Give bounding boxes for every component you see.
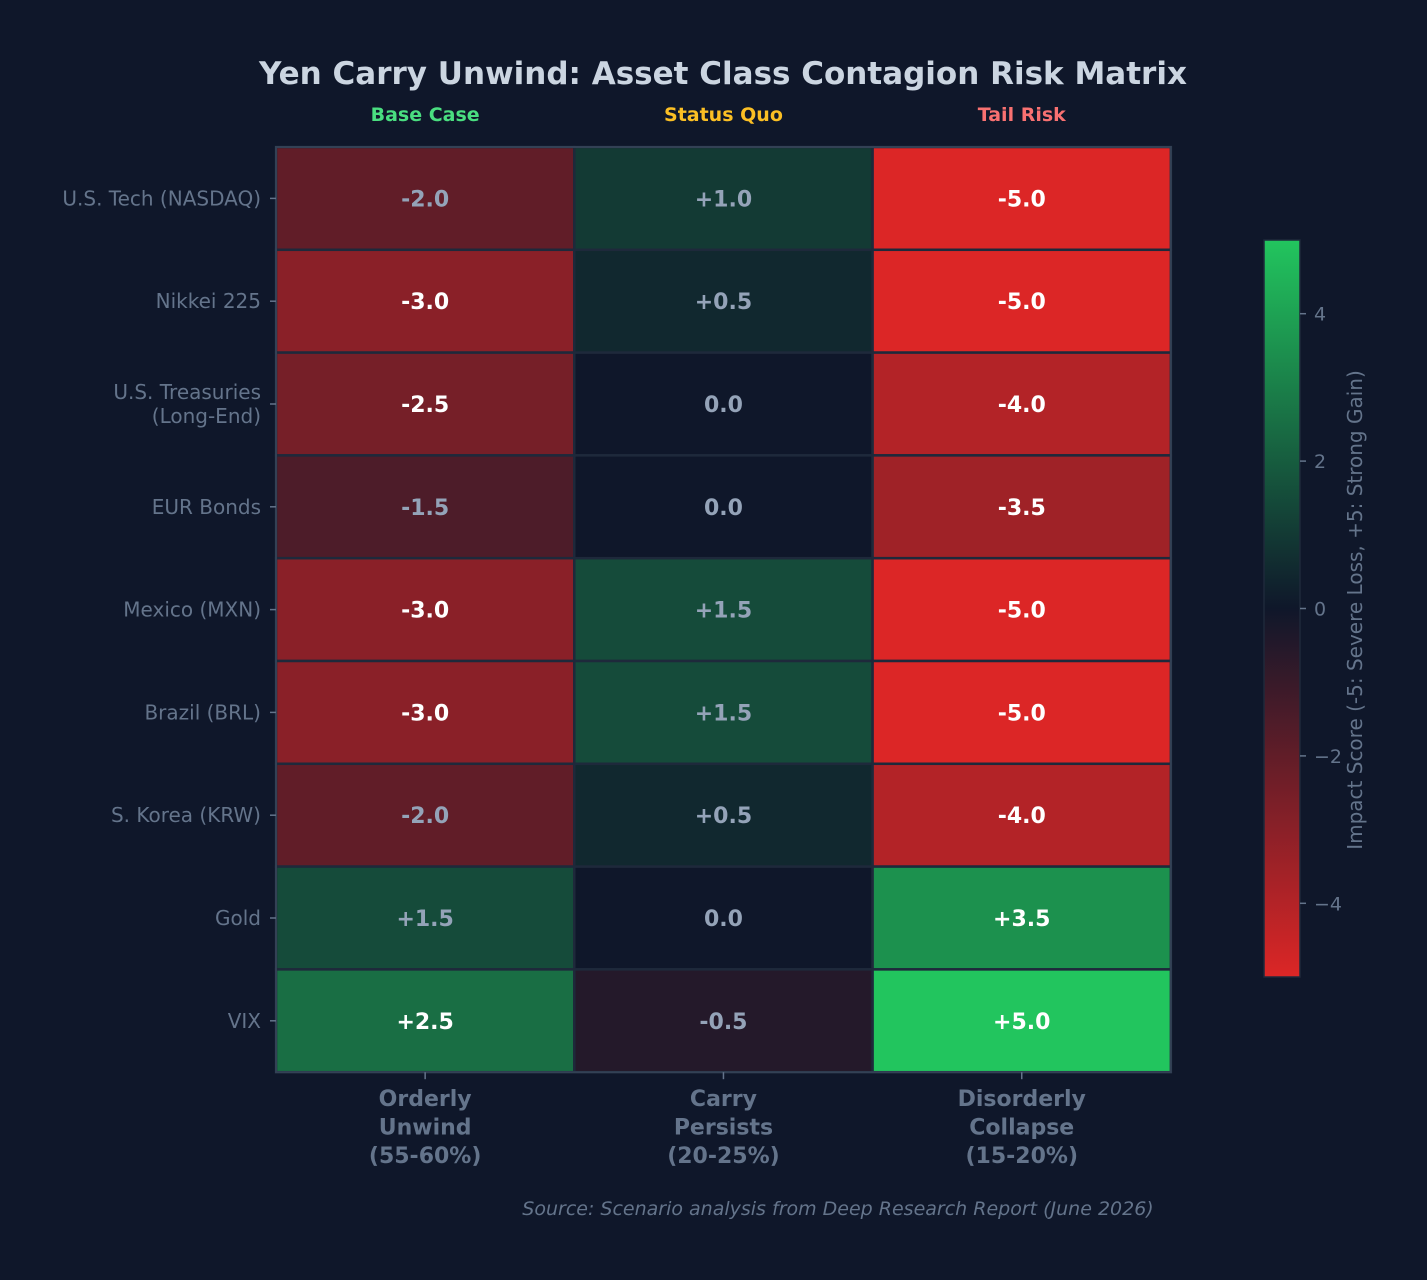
- column-label-line: Orderly: [379, 1087, 472, 1112]
- heatmap-cells: -2.0 +1.0 -5.0 -3.0 +0.5 -5.0 -2.5 0.0 -4.0 -1.5 0…: [274, 145, 1173, 1074]
- heatmap-cell: [573, 659, 874, 766]
- colorbar-tick-label: −2: [1314, 746, 1342, 768]
- row-label-line: VIX: [228, 1009, 262, 1033]
- cell-value-label: 0.0: [704, 393, 743, 418]
- scenario-tag: Status Quo: [664, 104, 783, 126]
- cell-value-label: -2.5: [401, 393, 449, 418]
- cell-value-label: +5.0: [993, 1010, 1050, 1035]
- heatmap-cell: [274, 145, 576, 252]
- colorbar-gradient: [1263, 239, 1301, 978]
- colorbar: −4 −2 0 2 4 Impact Score (-5: Severe Loss, +…: [1263, 239, 1367, 978]
- cell-value-label: -5.0: [998, 290, 1046, 315]
- row-label: S. Korea (KRW): [111, 803, 261, 827]
- cell-value-label: +0.5: [695, 804, 752, 829]
- column-labels: Orderly Unwind (55-60%) Carry Persists (20-25…: [369, 1072, 1086, 1169]
- row-label: Nikkei 225: [156, 289, 261, 313]
- row-label-line: Mexico (MXN): [123, 598, 261, 622]
- column-label-line: Disorderly: [958, 1087, 1086, 1112]
- cell-value-label: -0.5: [699, 1010, 747, 1035]
- heatmap-cell: [871, 659, 1173, 766]
- column-label-line: Unwind: [379, 1116, 472, 1141]
- row-label: EUR Bonds: [152, 495, 261, 519]
- row-label: U.S. Tech (NASDAQ): [62, 186, 261, 210]
- heatmap-cell: [573, 762, 874, 868]
- colorbar-tick-label: 0: [1314, 599, 1326, 621]
- colorbar-ticks: −4 −2 0 2 4: [1300, 304, 1342, 915]
- row-label: U.S. Treasuries (Long-End): [113, 380, 261, 428]
- heatmap-cell: [871, 968, 1173, 1074]
- cell-value-label: +1.0: [695, 187, 752, 212]
- heatmap-cell: [573, 145, 874, 252]
- column-label: Carry Persists (20-25%): [667, 1087, 780, 1169]
- cell-value-label: +1.5: [695, 599, 752, 624]
- cell-value-label: +2.5: [396, 1010, 453, 1035]
- row-label-line: Gold: [215, 906, 261, 930]
- colorbar-tick-label: 2: [1314, 451, 1326, 473]
- row-label: VIX: [228, 1009, 262, 1033]
- row-label-line: U.S. Tech (NASDAQ): [62, 186, 261, 210]
- cell-value-label: -4.0: [998, 804, 1046, 829]
- heatmap-cell: [573, 865, 874, 971]
- colorbar-label: Impact Score (-5: Severe Loss, +5: Stron…: [1343, 370, 1367, 850]
- heatmap-cell: [871, 454, 1173, 560]
- column-label-line: Persists: [674, 1116, 773, 1141]
- column-label-line: Carry: [690, 1087, 757, 1112]
- heatmap-cell: [274, 968, 576, 1074]
- heatmap-cell: [573, 556, 874, 663]
- cell-value-label: +1.5: [396, 907, 453, 932]
- scenario-tags: Base Case Status Quo Tail Risk: [371, 104, 1067, 126]
- chart-title: Yen Carry Unwind: Asset Class Contagion …: [258, 56, 1187, 92]
- cell-value-label: -5.0: [998, 599, 1046, 624]
- row-label-line: Brazil (BRL): [144, 700, 261, 724]
- row-label-line: EUR Bonds: [152, 495, 261, 519]
- row-label: Brazil (BRL): [144, 700, 261, 724]
- column-label-line: (55-60%): [369, 1144, 482, 1169]
- scenario-tag: Base Case: [371, 104, 480, 126]
- scenario-tag: Tail Risk: [978, 104, 1066, 126]
- cell-value-label: 0.0: [704, 907, 743, 932]
- cell-value-label: +0.5: [695, 290, 752, 315]
- heatmap-cell: [274, 865, 576, 971]
- cell-value-label: -3.5: [998, 496, 1046, 521]
- heatmap-cell: [274, 762, 576, 868]
- cell-value-label: -1.5: [401, 496, 449, 521]
- colorbar-tick-label: −4: [1314, 893, 1342, 915]
- colorbar-tick-label: 4: [1314, 304, 1326, 326]
- cell-value-label: -3.0: [401, 599, 449, 624]
- cell-value-label: -4.0: [998, 393, 1046, 418]
- cell-value-label: +1.5: [695, 701, 752, 726]
- cell-value-label: -2.0: [401, 187, 449, 212]
- cell-value-label: -5.0: [998, 187, 1046, 212]
- row-label: Mexico (MXN): [123, 598, 261, 622]
- cell-value-label: -5.0: [998, 701, 1046, 726]
- row-label-line: U.S. Treasuries: [113, 380, 261, 404]
- row-label-line: (Long-End): [152, 404, 261, 428]
- row-label-line: Nikkei 225: [156, 289, 261, 313]
- row-label-line: S. Korea (KRW): [111, 803, 261, 827]
- column-label-line: Collapse: [969, 1116, 1074, 1141]
- cell-value-label: +3.5: [993, 907, 1050, 932]
- heatmap-cell: [871, 248, 1173, 354]
- cell-value-label: -3.0: [401, 290, 449, 315]
- row-label: Gold: [215, 906, 261, 930]
- cell-value-label: -3.0: [401, 701, 449, 726]
- column-label: Orderly Unwind (55-60%): [369, 1087, 482, 1169]
- column-label-line: (15-20%): [965, 1144, 1078, 1169]
- cell-value-label: -2.0: [401, 804, 449, 829]
- row-labels: U.S. Tech (NASDAQ) Nikkei 225 U.S. Treasur…: [62, 186, 276, 1033]
- source-note: Source: Scenario analysis from Deep Rese…: [522, 1198, 1153, 1220]
- heatmap-cell: [573, 351, 874, 457]
- column-label-line: (20-25%): [667, 1144, 780, 1169]
- cell-value-label: 0.0: [704, 496, 743, 521]
- column-label: Disorderly Collapse (15-20%): [958, 1087, 1086, 1169]
- heatmap-cell: [871, 762, 1173, 868]
- heatmap-cell: [274, 454, 576, 560]
